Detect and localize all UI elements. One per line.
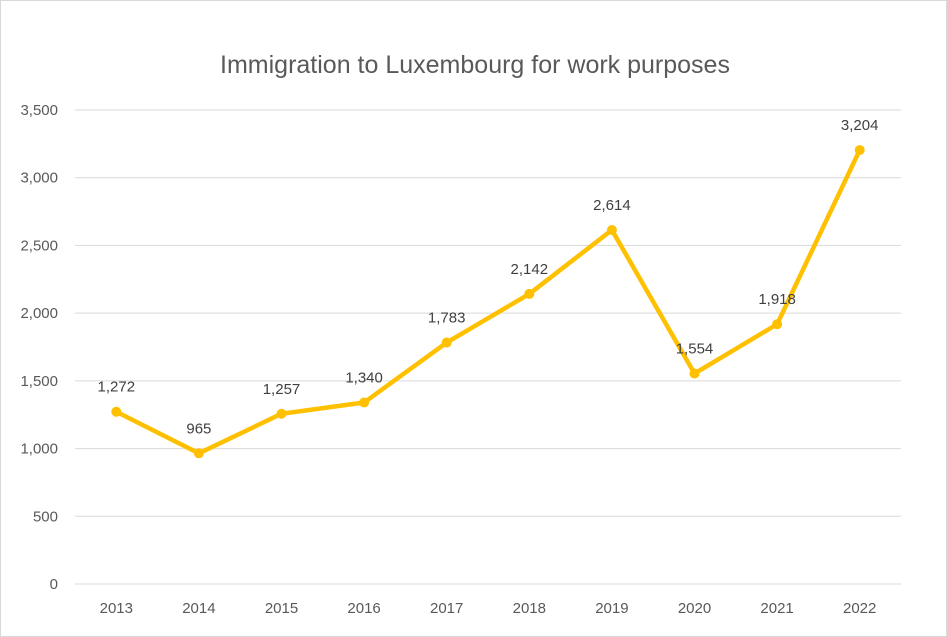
data-point bbox=[276, 408, 287, 419]
data-label: 965 bbox=[186, 420, 211, 437]
data-point bbox=[111, 406, 122, 417]
data-label: 1,918 bbox=[758, 291, 796, 308]
data-point bbox=[193, 448, 204, 459]
data-labels: 1,272 965 1,257 1,340 1,783 2,142 2,614 1,554 1,… bbox=[98, 117, 879, 437]
x-tick-label: 2014 bbox=[182, 600, 215, 617]
data-point bbox=[359, 397, 370, 408]
data-point bbox=[441, 337, 452, 348]
y-tick-label: 500 bbox=[33, 508, 58, 525]
x-tick-label: 2021 bbox=[760, 600, 793, 617]
data-point bbox=[524, 288, 535, 299]
y-tick-label: 1,000 bbox=[20, 441, 58, 458]
data-label: 1,554 bbox=[676, 341, 714, 358]
data-label: 3,204 bbox=[841, 117, 879, 134]
y-tick-label: 0 bbox=[50, 576, 58, 593]
data-label: 1,783 bbox=[428, 310, 466, 327]
gridlines bbox=[75, 109, 901, 585]
x-tick-label: 2015 bbox=[265, 600, 298, 617]
series-line-group bbox=[111, 145, 865, 459]
series-line bbox=[114, 147, 862, 456]
x-tick-label: 2020 bbox=[678, 600, 711, 617]
data-point bbox=[854, 145, 865, 156]
data-label: 2,614 bbox=[593, 197, 631, 214]
y-tick-label: 3,000 bbox=[20, 170, 58, 187]
x-tick-label: 2019 bbox=[595, 600, 628, 617]
x-tick-label: 2013 bbox=[100, 600, 133, 617]
data-label: 1,257 bbox=[263, 381, 301, 398]
y-axis-tick-labels: 0 500 1,000 1,500 2,000 2,500 3,000 3,500 bbox=[20, 102, 58, 593]
x-tick-label: 2018 bbox=[513, 600, 546, 617]
chart-title: Immigration to Luxembourg for work purpo… bbox=[220, 51, 730, 79]
y-tick-label: 1,500 bbox=[20, 373, 58, 390]
data-label: 2,142 bbox=[511, 261, 549, 278]
data-point bbox=[606, 224, 617, 235]
y-tick-label: 2,500 bbox=[20, 237, 58, 254]
y-tick-label: 3,500 bbox=[20, 102, 58, 119]
data-point bbox=[689, 368, 700, 379]
y-tick-label: 2,000 bbox=[20, 305, 58, 322]
data-label: 1,272 bbox=[98, 379, 136, 396]
x-tick-label: 2022 bbox=[843, 600, 876, 617]
data-label: 1,340 bbox=[345, 370, 383, 387]
x-tick-label: 2016 bbox=[347, 600, 380, 617]
x-tick-label: 2017 bbox=[430, 600, 463, 617]
x-axis-tick-labels: 2013 2014 2015 2016 2017 2018 2019 2020 2021 2022 bbox=[100, 600, 877, 617]
data-point bbox=[772, 319, 783, 330]
